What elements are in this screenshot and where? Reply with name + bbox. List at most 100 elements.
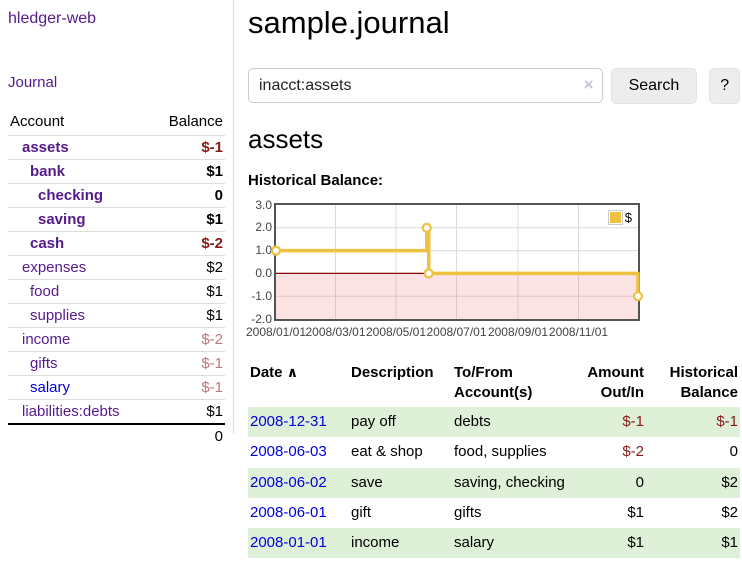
accounts-total: 0 bbox=[214, 428, 223, 445]
transaction-description: gift bbox=[351, 503, 372, 521]
transaction-accounts: gifts bbox=[454, 503, 482, 521]
transaction-date-link[interactable]: 2008-06-02 bbox=[250, 473, 327, 491]
account-link-salary[interactable]: salary bbox=[30, 379, 71, 396]
account-balance: $-1 bbox=[201, 139, 223, 156]
account-link-saving[interactable]: saving bbox=[38, 211, 86, 228]
y-tick-label: 2.0 bbox=[255, 220, 272, 235]
transaction-description: save bbox=[351, 473, 383, 491]
search-button[interactable]: Search bbox=[610, 67, 698, 104]
help-button[interactable]: ? bbox=[709, 67, 740, 104]
transaction-balance: 0 bbox=[729, 443, 738, 461]
historical-balance-chart: 3.0 2.0 1.0 0.0 -1.0 -2.0 $ 2008/01/01 2008/03… bbox=[245, 197, 740, 343]
transaction-accounts: debts bbox=[454, 413, 491, 431]
account-row: saving $1 bbox=[8, 207, 225, 232]
x-tick-label: 2008/09/01 bbox=[487, 324, 549, 339]
search-form: × Search ? bbox=[248, 67, 740, 104]
col-amount: Amount Out/In bbox=[587, 363, 644, 401]
account-heading: assets bbox=[248, 123, 324, 154]
transaction-date-link[interactable]: 2008-06-03 bbox=[250, 443, 327, 461]
accounts-table: Account Balance assets $-1 bank $1 check… bbox=[8, 110, 225, 448]
transaction-amount: $1 bbox=[627, 503, 644, 521]
balance-chart-plot bbox=[270, 204, 644, 319]
col-description: Description bbox=[351, 363, 434, 381]
sidebar: hledger-web Journal Account Balance asse… bbox=[0, 0, 234, 445]
transaction-description: income bbox=[351, 534, 400, 552]
account-row: supplies $1 bbox=[8, 303, 225, 328]
account-balance: $-1 bbox=[201, 355, 223, 372]
register-row: 2008-06-01 gift gifts $1 $2 bbox=[248, 498, 740, 528]
account-balance: $1 bbox=[206, 307, 223, 324]
account-balance: $1 bbox=[206, 403, 223, 420]
transaction-balance: $2 bbox=[721, 503, 738, 521]
account-link-checking[interactable]: checking bbox=[38, 187, 104, 204]
x-tick-label: 2008/11/01 bbox=[548, 324, 609, 339]
x-tick-label: 2008/01/01 bbox=[245, 324, 307, 339]
account-link-expenses[interactable]: expenses bbox=[22, 259, 87, 276]
account-link-food[interactable]: food bbox=[30, 283, 60, 300]
transaction-amount: 0 bbox=[635, 473, 644, 491]
account-link-supplies[interactable]: supplies bbox=[30, 307, 86, 324]
transaction-accounts: food, supplies bbox=[454, 443, 547, 461]
brand-link[interactable]: hledger-web bbox=[8, 10, 97, 27]
account-balance: 0 bbox=[214, 187, 223, 204]
account-row: checking 0 bbox=[8, 183, 225, 208]
accounts-col-balance: Balance bbox=[168, 113, 223, 130]
chart-y-labels: 3.0 2.0 1.0 0.0 -1.0 -2.0 bbox=[248, 198, 276, 326]
transaction-description: pay off bbox=[351, 413, 396, 431]
transaction-date-link[interactable]: 2008-06-01 bbox=[250, 503, 327, 521]
transaction-amount: $1 bbox=[627, 534, 644, 552]
transaction-date-link[interactable]: 2008-12-31 bbox=[250, 413, 327, 431]
account-balance: $-1 bbox=[201, 379, 223, 396]
y-tick-label: -1.0 bbox=[251, 288, 272, 303]
clear-search-icon[interactable]: × bbox=[583, 75, 594, 95]
register-row: 2008-06-03 eat & shop food, supplies $-2… bbox=[248, 437, 740, 467]
account-balance: $1 bbox=[206, 283, 223, 300]
transaction-accounts: salary bbox=[454, 534, 495, 552]
account-balance: $1 bbox=[206, 163, 223, 180]
register-row: 2008-06-02 save saving, checking 0 $2 bbox=[248, 467, 740, 498]
account-link-cash[interactable]: cash bbox=[30, 235, 65, 252]
y-tick-label: 3.0 bbox=[255, 197, 272, 212]
sort-asc-icon: ∧ bbox=[286, 363, 299, 380]
register-table: Date ∧ Description To/From Account(s) Am… bbox=[248, 359, 740, 559]
account-link-bank[interactable]: bank bbox=[30, 163, 66, 180]
col-accounts: To/From Account(s) bbox=[454, 363, 533, 401]
legend-swatch-border bbox=[607, 209, 623, 225]
col-date-sortable[interactable]: Date ∧ bbox=[250, 363, 299, 381]
sidebar-item-journal[interactable]: Journal bbox=[8, 74, 58, 91]
y-tick-label: 1.0 bbox=[255, 243, 272, 258]
account-row: bank $1 bbox=[8, 159, 225, 184]
account-row: income $-2 bbox=[8, 327, 225, 352]
account-balance: $1 bbox=[206, 211, 223, 228]
transaction-accounts: saving, checking bbox=[454, 473, 565, 491]
page-title: sample.journal bbox=[248, 5, 450, 40]
transaction-amount: $-2 bbox=[622, 443, 644, 461]
x-tick-label: 2008/05/01 bbox=[365, 324, 427, 339]
transaction-balance: $-1 bbox=[716, 413, 738, 431]
y-tick-label: -2.0 bbox=[251, 311, 272, 326]
accounts-col-account: Account bbox=[10, 113, 65, 130]
chart-plot-area: $ bbox=[270, 202, 644, 321]
legend-color-swatch bbox=[609, 211, 621, 223]
account-row: liabilities:debts $1 bbox=[8, 399, 225, 425]
account-balance: $2 bbox=[206, 259, 223, 276]
account-link-assets[interactable]: assets bbox=[22, 139, 69, 156]
account-link-gifts[interactable]: gifts bbox=[30, 355, 58, 372]
register-row: 2008-01-01 income salary $1 $1 bbox=[248, 528, 740, 559]
account-link-liabilities-debts[interactable]: liabilities:debts bbox=[22, 403, 120, 420]
transaction-date-link[interactable]: 2008-01-01 bbox=[250, 534, 327, 552]
transaction-balance: $1 bbox=[721, 534, 738, 552]
account-row: food $1 bbox=[8, 279, 225, 304]
y-tick-label: 0.0 bbox=[255, 266, 272, 281]
search-input[interactable] bbox=[248, 68, 603, 104]
account-link-income[interactable]: income bbox=[22, 331, 71, 348]
account-balance: $-2 bbox=[201, 235, 223, 252]
chart-legend: $ bbox=[607, 209, 632, 225]
account-row: cash $-2 bbox=[8, 231, 225, 256]
chart-heading: Historical Balance: bbox=[248, 171, 384, 189]
legend-label: $ bbox=[624, 209, 632, 225]
account-row: salary $-1 bbox=[8, 375, 225, 400]
register-row: 2008-12-31 pay off debts $-1 $-1 bbox=[248, 407, 740, 438]
transaction-amount: $-1 bbox=[622, 413, 644, 431]
transaction-description: eat & shop bbox=[351, 443, 423, 461]
